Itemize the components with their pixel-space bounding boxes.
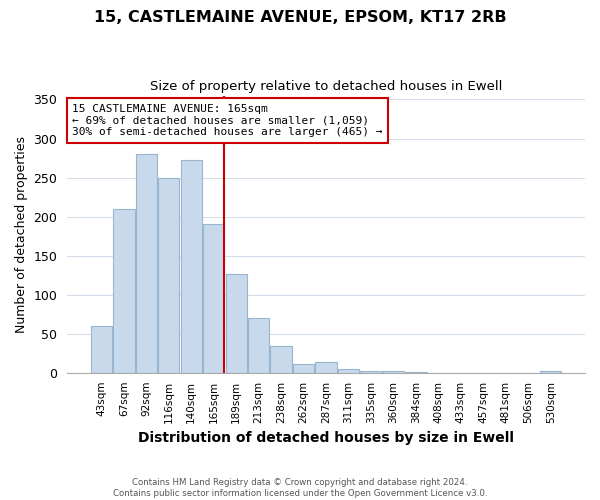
Bar xyxy=(113,209,134,373)
Bar xyxy=(361,370,382,373)
Bar xyxy=(271,346,292,373)
Text: 15, CASTLEMAINE AVENUE, EPSOM, KT17 2RB: 15, CASTLEMAINE AVENUE, EPSOM, KT17 2RB xyxy=(94,10,506,25)
Bar xyxy=(136,154,157,373)
Bar xyxy=(181,160,202,373)
Bar xyxy=(203,224,224,373)
Bar xyxy=(91,326,112,373)
Bar xyxy=(316,362,337,373)
Bar xyxy=(158,178,179,373)
Y-axis label: Number of detached properties: Number of detached properties xyxy=(15,136,28,332)
Title: Size of property relative to detached houses in Ewell: Size of property relative to detached ho… xyxy=(150,80,502,93)
Text: Contains HM Land Registry data © Crown copyright and database right 2024.
Contai: Contains HM Land Registry data © Crown c… xyxy=(113,478,487,498)
Bar xyxy=(338,369,359,373)
Bar xyxy=(248,318,269,373)
Text: 15 CASTLEMAINE AVENUE: 165sqm
← 69% of detached houses are smaller (1,059)
30% o: 15 CASTLEMAINE AVENUE: 165sqm ← 69% of d… xyxy=(73,104,383,137)
X-axis label: Distribution of detached houses by size in Ewell: Distribution of detached houses by size … xyxy=(138,431,514,445)
Bar xyxy=(383,372,404,373)
Bar xyxy=(293,364,314,373)
Bar xyxy=(226,274,247,373)
Bar xyxy=(405,372,427,373)
Bar xyxy=(540,372,562,373)
